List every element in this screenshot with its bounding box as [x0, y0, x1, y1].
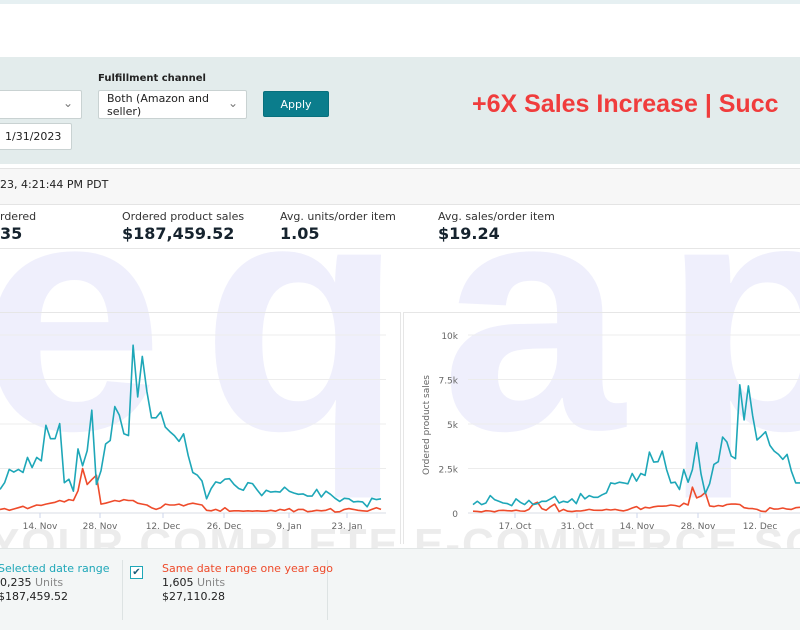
x-tick-label: 14. Nov: [23, 522, 58, 532]
x-tick-label: 14. Nov: [620, 522, 655, 532]
apply-button[interactable]: Apply: [263, 91, 329, 117]
metric-value: $19.24: [438, 224, 500, 243]
previous-year-series-line: [0, 467, 382, 513]
y-tick-label: 7.5k: [438, 377, 458, 387]
metric-label: rdered: [0, 210, 37, 223]
x-tick-label: 26. Dec: [207, 522, 242, 532]
last-updated-timestamp: 23, 4:21:44 PM PDT: [0, 168, 800, 205]
metric-label: Ordered product sales: [122, 210, 245, 223]
sales-chart-panel: [403, 312, 800, 544]
x-tick-label: 17. Oct: [499, 522, 532, 532]
fulfillment-label: Fulfillment channel: [98, 73, 206, 84]
legend-previous-sales: $27,110.28: [162, 590, 225, 603]
chevron-down-icon: ⌄: [62, 96, 73, 110]
selected-range-series-line: [472, 383, 800, 507]
units-chart: 14. Nov 28. Nov 12. Dec 26. Dec 9. Jan 23. Ja…: [0, 334, 386, 532]
legend-selected-sales: $187,459.52: [0, 590, 68, 603]
x-tick-label: 28. Nov: [681, 522, 716, 532]
y-axis-label: Ordered product sales: [422, 375, 432, 475]
legend-previous-units: 1,605 Units: [162, 576, 225, 589]
metric-value: 35: [0, 224, 23, 243]
date-range-dropdown[interactable]: ⌄: [0, 90, 82, 119]
legend-previous-label: Same date range one year ago: [162, 562, 333, 575]
y-tick-label: 0: [452, 510, 458, 520]
selected-range-series-line: [0, 344, 382, 508]
divider: [122, 560, 123, 620]
chevron-down-icon: ⌄: [227, 96, 238, 110]
y-tick-label: 2.5k: [438, 466, 458, 476]
x-tick-label: 12. Dec: [146, 522, 181, 532]
units-value: 0,235: [0, 576, 32, 589]
x-tick-label: 31. Oct: [561, 522, 594, 532]
end-date-input[interactable]: 1/31/2023: [0, 123, 72, 150]
x-tick-label: 12. Dec: [743, 522, 778, 532]
metric-value: $187,459.52: [122, 224, 235, 243]
x-tick-label: 28. Nov: [83, 522, 118, 532]
metric-label: Avg. sales/order item: [438, 210, 555, 223]
metric-value: 1.05: [280, 224, 320, 243]
fulfillment-value: Both (Amazon and seller): [107, 91, 209, 118]
divider: [0, 248, 800, 249]
y-tick-label: 5k: [447, 421, 459, 431]
fulfillment-dropdown[interactable]: Both (Amazon and seller) ⌄: [98, 90, 247, 119]
legend-selected-label: Selected date range: [0, 562, 110, 575]
previous-year-checkbox[interactable]: ✔: [130, 566, 143, 579]
previous-year-series-line: [472, 486, 800, 513]
units-value: 1,605: [162, 576, 194, 589]
charts-svg: 14. Nov 28. Nov 12. Dec 26. Dec 9. Jan 23. Ja…: [0, 332, 800, 532]
chart-legend: [0, 548, 800, 630]
legend-selected-units: 0,235 Units: [0, 576, 63, 589]
sales-chart: 0 2.5k 5k 7.5k 10k Ordered product sales 17. O…: [422, 332, 800, 532]
y-tick-label: 10k: [441, 332, 458, 342]
promo-headline: +6X Sales Increase | Succ: [472, 90, 779, 118]
divider: [327, 560, 328, 620]
top-strip: [0, 0, 800, 4]
x-tick-label: 23. Jan: [331, 522, 362, 532]
end-date-value: 1/31/2023: [5, 130, 62, 143]
metric-label: Avg. units/order item: [280, 210, 396, 223]
units-suffix: Units: [197, 576, 226, 589]
units-chart-panel: [0, 312, 401, 544]
units-suffix: Units: [35, 576, 64, 589]
x-tick-label: 9. Jan: [276, 522, 301, 532]
